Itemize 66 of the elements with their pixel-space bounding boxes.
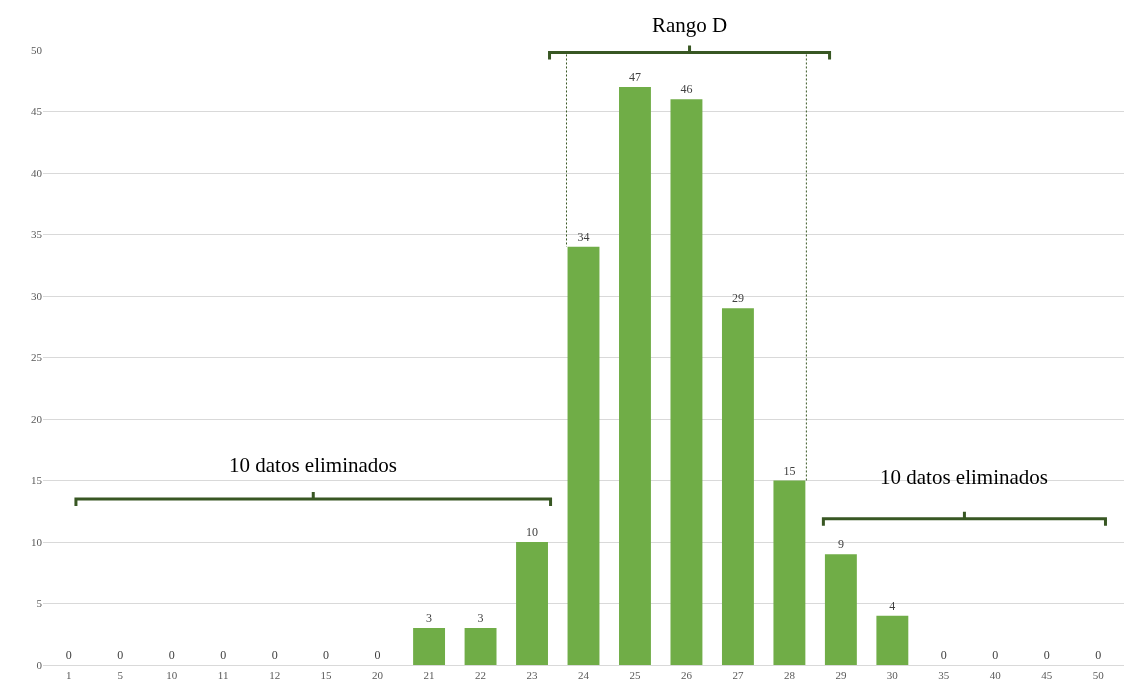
x-tick-label: 12: [269, 669, 281, 682]
y-tick-label: 45: [31, 105, 43, 118]
data-label: 34: [577, 229, 590, 244]
data-label: 0: [1043, 648, 1050, 662]
bar: [670, 99, 703, 665]
y-tick-label: 0: [36, 658, 43, 671]
bar: [824, 554, 857, 665]
x-tick-label: 30: [886, 669, 899, 682]
y-tick-label: 35: [31, 228, 43, 241]
x-tick-label: 1: [65, 669, 72, 682]
x-tick-label: 40: [989, 669, 1002, 682]
bar: [619, 86, 651, 665]
data-label: 15: [783, 463, 796, 478]
y-tick-label: 5: [36, 597, 43, 610]
bar: [464, 628, 497, 665]
x-tick-label: 29: [835, 669, 847, 682]
bar: [413, 628, 446, 665]
x-tick-label: 28: [783, 669, 796, 682]
bar: [567, 246, 600, 665]
x-tick-label: 11: [217, 669, 229, 682]
data-label: 3: [477, 611, 484, 626]
x-tick-label: 21: [423, 669, 435, 682]
data-label: 0: [323, 648, 330, 662]
data-label: 29: [731, 291, 744, 306]
y-tick-label: 40: [31, 166, 43, 179]
x-tick-label: 22: [475, 669, 487, 682]
x-tick-label: 10: [166, 669, 178, 682]
data-label: 47: [628, 69, 641, 84]
data-label: 0: [940, 648, 947, 662]
bar: [876, 615, 909, 665]
bar: [516, 542, 548, 665]
data-label: 0: [271, 648, 278, 662]
x-tick-label: 5: [117, 669, 124, 682]
x-tick-label: 25: [629, 669, 641, 682]
bar: [773, 480, 806, 665]
data-label: 0: [65, 648, 72, 662]
x-tick-label: 50: [1092, 669, 1105, 682]
data-label: 0: [168, 648, 175, 662]
x-tick-label: 35: [938, 669, 950, 682]
data-label: 0: [220, 648, 227, 662]
x-tick-label: 24: [578, 669, 590, 682]
x-tick-label: 26: [680, 669, 693, 682]
y-tick-label: 15: [31, 474, 43, 487]
data-label: 3: [426, 611, 433, 626]
data-label: 0: [1095, 648, 1102, 662]
y-tick-label: 50: [31, 43, 43, 56]
data-label: 46: [680, 82, 693, 97]
data-label: 0: [992, 648, 999, 662]
x-tick-label: 45: [1041, 669, 1053, 682]
x-tick-label: 20: [372, 669, 384, 682]
y-tick-label: 30: [31, 289, 43, 302]
data-label: 0: [374, 648, 381, 662]
x-tick-label: 23: [526, 669, 539, 682]
x-tick-label: 27: [732, 669, 744, 682]
annotation: 10 datos eliminados: [229, 453, 397, 477]
y-tick-label: 20: [31, 412, 43, 425]
y-tick-label: 10: [31, 535, 43, 548]
data-label: 9: [837, 537, 844, 552]
data-label: 4: [889, 598, 896, 613]
text: Rango D: [652, 13, 728, 37]
data-label: 10: [526, 525, 539, 539]
annotation: 10 datos eliminados: [880, 465, 1048, 489]
bar: [721, 308, 754, 665]
data-label: 0: [117, 648, 124, 662]
y-tick-label: 25: [31, 351, 43, 364]
x-tick-label: 15: [320, 669, 333, 682]
